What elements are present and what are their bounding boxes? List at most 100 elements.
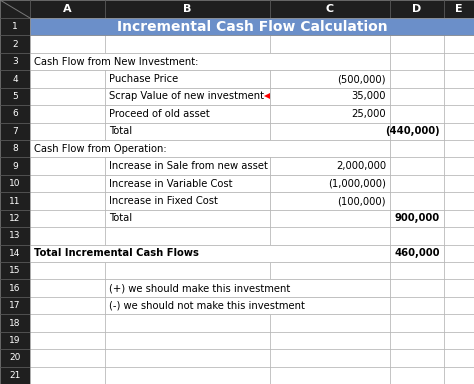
Bar [0, 262, 30, 280]
Bar [105, 227, 270, 245]
Bar [390, 192, 444, 210]
Bar [390, 210, 444, 227]
Bar [390, 18, 444, 35]
Bar [270, 192, 390, 210]
Bar [270, 88, 390, 105]
Bar [30, 53, 105, 70]
Text: 11: 11 [9, 197, 21, 205]
Text: (+) we should make this investment: (+) we should make this investment [109, 283, 290, 293]
Bar [105, 70, 270, 88]
Bar [30, 297, 105, 314]
Bar [105, 35, 270, 53]
Bar [390, 70, 444, 88]
Bar [30, 70, 105, 88]
Bar [390, 245, 444, 262]
Bar [390, 122, 444, 140]
Bar [105, 297, 270, 314]
Bar [0, 175, 30, 192]
Bar [390, 367, 444, 384]
Text: Total: Total [109, 214, 132, 223]
Bar [0, 122, 30, 140]
Bar [270, 280, 390, 297]
Bar [105, 88, 270, 105]
Text: A: A [63, 4, 72, 14]
Bar [105, 157, 270, 175]
Bar [105, 88, 270, 105]
Bar [105, 122, 270, 140]
Bar [444, 0, 474, 18]
Bar [390, 297, 444, 314]
Bar [444, 262, 474, 280]
Bar [30, 367, 105, 384]
Bar [0, 140, 30, 157]
Bar [270, 349, 390, 367]
Bar [444, 122, 474, 140]
Bar [105, 349, 270, 367]
Bar [270, 210, 390, 227]
Bar [0, 70, 30, 88]
Bar [444, 53, 474, 70]
Text: Cash Flow from Operation:: Cash Flow from Operation: [34, 144, 167, 154]
Bar [0, 88, 30, 105]
Bar [105, 297, 390, 314]
Bar [0, 297, 30, 314]
Bar [105, 140, 270, 157]
Bar [30, 88, 105, 105]
Bar [270, 53, 390, 70]
Bar [0, 35, 30, 53]
Text: Cash Flow from New Investment:: Cash Flow from New Investment: [34, 56, 199, 66]
Text: 2: 2 [12, 40, 18, 49]
Bar [270, 245, 390, 262]
Bar [30, 262, 105, 280]
Bar [390, 245, 444, 262]
Text: 20: 20 [9, 353, 21, 362]
Bar [270, 88, 390, 105]
Text: 900,000: 900,000 [395, 214, 440, 223]
Bar [390, 332, 444, 349]
Bar [0, 192, 30, 210]
Bar [30, 245, 105, 262]
Text: Increase in Fixed Cost: Increase in Fixed Cost [109, 196, 218, 206]
Bar [105, 314, 270, 332]
Bar [30, 105, 105, 122]
Text: E: E [455, 4, 463, 14]
Bar [270, 35, 390, 53]
Bar [270, 105, 390, 122]
Bar [270, 367, 390, 384]
Bar [444, 35, 474, 53]
Text: 10: 10 [9, 179, 21, 188]
Text: Increase in Sale from new asset: Increase in Sale from new asset [109, 161, 268, 171]
Text: (-) we should not make this investment: (-) we should not make this investment [109, 301, 305, 311]
Bar [105, 105, 270, 122]
Bar [0, 157, 30, 175]
Text: 2,000,000: 2,000,000 [336, 161, 386, 171]
Bar [30, 35, 105, 53]
Text: 18: 18 [9, 318, 21, 328]
Bar [390, 175, 444, 192]
Bar [390, 140, 444, 157]
Bar [444, 70, 474, 88]
Bar [105, 210, 270, 227]
Bar [444, 157, 474, 175]
Text: D: D [412, 4, 422, 14]
Bar [0, 105, 30, 122]
Text: 16: 16 [9, 284, 21, 293]
Bar [105, 157, 270, 175]
Bar [270, 122, 390, 140]
Text: 25,000: 25,000 [351, 109, 386, 119]
Bar [0, 245, 30, 262]
Bar [270, 262, 390, 280]
Text: 21: 21 [9, 371, 21, 380]
Bar [444, 210, 474, 227]
Text: 5: 5 [12, 92, 18, 101]
Bar [0, 210, 30, 227]
Bar [0, 367, 30, 384]
Bar [0, 280, 30, 297]
Bar [30, 18, 474, 35]
Bar [30, 349, 105, 367]
Text: 15: 15 [9, 266, 21, 275]
Text: 35,000: 35,000 [352, 91, 386, 101]
Bar [390, 122, 444, 140]
Bar [30, 245, 390, 262]
Bar [390, 314, 444, 332]
